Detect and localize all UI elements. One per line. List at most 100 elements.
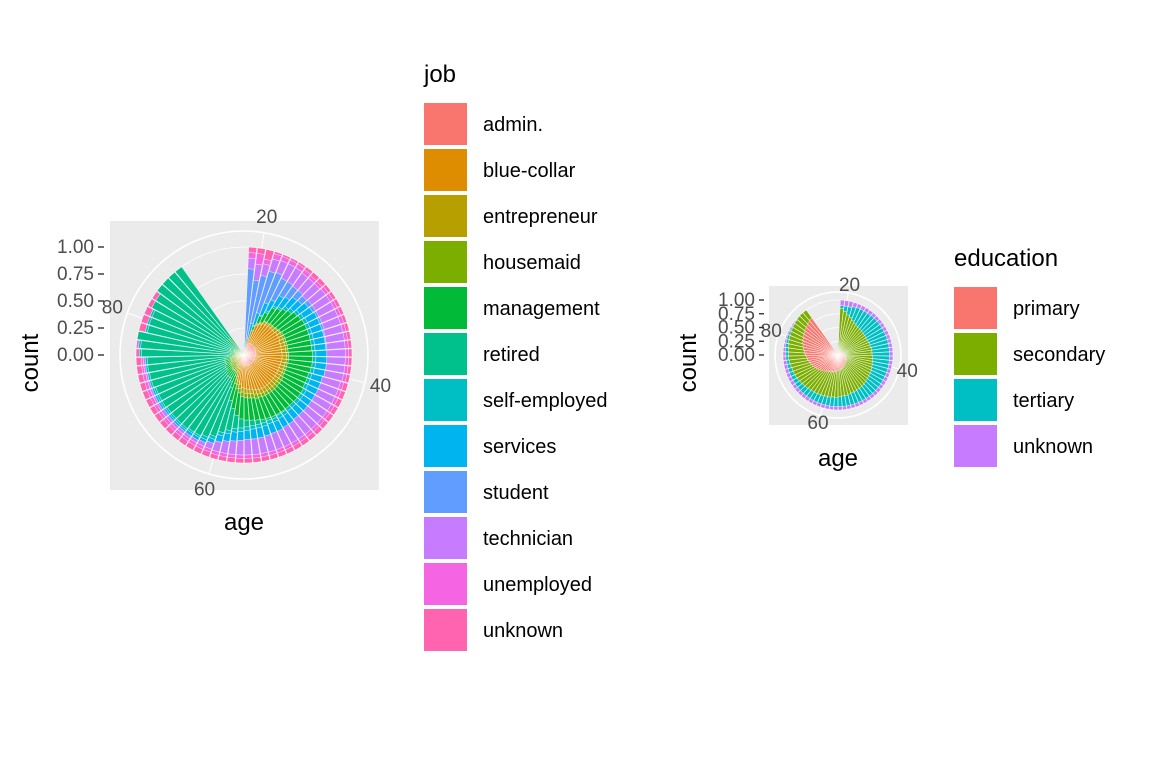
legend-key [424,333,467,375]
bar-segment [829,406,833,410]
legend-label: services [483,436,556,458]
bar-segment [249,247,257,253]
x-tick-label: 20 [839,275,860,296]
legend-key [424,287,467,329]
bar-segment [784,365,788,370]
legend-key [424,471,467,513]
legend-label: blue-collar [483,160,576,182]
y-axis-title: count [675,333,702,392]
bar-segment [888,365,892,370]
bar-segment [348,358,352,366]
bar-segment [316,350,327,356]
bar-segment [244,389,247,394]
bar-segment [282,353,286,356]
bar-segment [834,407,838,410]
legend-title: job [423,61,456,88]
legend-key [954,333,997,375]
y-tick-label: 0.25 [57,318,94,339]
bar-segment [840,300,844,306]
legend-key [424,517,467,559]
bar-segment [136,358,142,366]
bar-segment [838,407,842,410]
bar-segment [783,360,787,364]
legend-key [954,287,997,329]
bar-segment [316,357,327,363]
x-tick-label: 80 [761,321,782,342]
legend-label: admin. [483,114,543,136]
bar-segment [238,428,244,432]
bar-segment [327,349,346,356]
bar-segment [244,430,250,439]
legend: jobadmin.blue-collarentrepreneurhousemai… [423,61,608,651]
legend-label: student [483,482,549,504]
legend-key [424,149,467,191]
legend-label: unknown [1013,436,1093,458]
legend-key [954,425,997,467]
bar-segment [257,248,266,255]
bar-segment [247,389,250,394]
bar-segment [286,356,288,359]
chart-1: 204060800.000.250.500.751.00countagejoba… [17,61,608,651]
bar-segment [889,360,893,364]
legend-title: education [954,245,1058,272]
y-axis-title: count [17,333,44,392]
legend-label: unemployed [483,574,592,596]
bar-segment [237,431,243,440]
legend-label: management [483,298,600,320]
bar-segment [888,343,892,347]
bar-segment [244,458,252,463]
bar-segment [241,392,244,397]
legend-label: unknown [483,620,563,642]
bar-segment [230,432,237,442]
legend-label: retired [483,344,540,366]
legend-label: technician [483,528,573,550]
y-tick-label: 0.00 [57,345,94,366]
bar-segment [137,366,143,374]
x-tick-label: 40 [370,376,391,397]
bar-segment [345,349,348,357]
bar-segment [227,457,235,462]
bar-segment [825,405,830,409]
bar-segment [286,352,288,355]
bar-segment [786,356,789,360]
bar-segment [248,258,256,269]
bar-segment [281,349,286,352]
bar-segment [282,359,287,363]
legend-label: tertiary [1013,390,1074,412]
bar-segment [786,352,789,356]
legend-key [424,103,467,145]
bar-segment [889,347,893,351]
legend: education primary secondary tertiary unknown [954,245,1105,467]
y-tick-label: 1.00 [718,290,755,311]
bar-segment [136,349,139,357]
bar-segment [834,397,838,406]
bar-segment [244,427,250,431]
legend-label: primary [1013,298,1080,320]
bar-segment [842,406,846,410]
bar-segment [236,455,244,459]
legend-key [424,563,467,605]
bar-segment [250,420,256,426]
bar-segment [840,306,844,309]
bar-segment [248,253,256,259]
legend-label: secondary [1013,344,1105,366]
legend-key [424,609,467,651]
x-axis-title: age [818,445,858,472]
bar-segment [889,356,893,360]
bar-segment [241,388,244,393]
bar-segment [783,347,786,351]
legend-key [424,379,467,421]
x-tick-label: 20 [256,207,277,228]
x-tick-label: 60 [807,413,828,434]
y-tick-label: 0.50 [57,291,94,312]
bar-segment [253,457,261,462]
legend-label: housemaid [483,252,581,274]
bar-segment [139,349,141,357]
bar-segment [247,393,251,398]
bar-segment [238,419,243,428]
x-tick-label: 60 [194,479,215,500]
legend-key [424,425,467,467]
bar-segment [244,455,252,459]
bar-segment [244,439,251,455]
